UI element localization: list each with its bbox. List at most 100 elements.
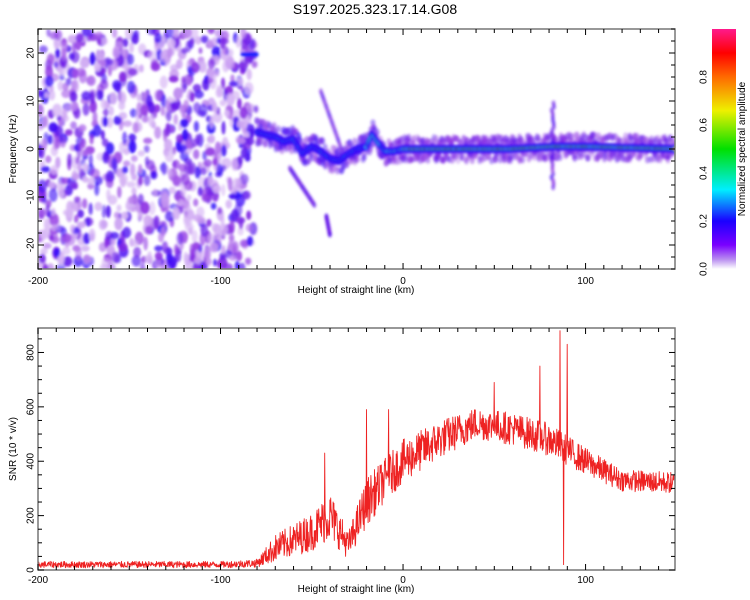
spectrogram-cell: [297, 136, 303, 144]
spectrogram-cell: [190, 29, 199, 39]
spectrogram-cell: [101, 138, 109, 147]
spectrogram-cell: [147, 50, 157, 61]
spectrogram-cell: [172, 159, 180, 170]
spectrogram-cell: [240, 29, 247, 40]
spectrogram-cell: [186, 76, 192, 86]
spectrogram-y-tick-label: 0: [26, 146, 37, 152]
spectrogram-cell: [246, 210, 252, 221]
spectrogram-y-tick-label: 20: [26, 47, 37, 59]
spectrogram-cell: [183, 251, 188, 262]
spectrogram-cell: [42, 242, 52, 249]
spectrogram-cell: [116, 204, 122, 212]
spectrogram-cell: [245, 136, 255, 146]
spectrogram-cell: [52, 103, 62, 117]
spectrogram-cell: [96, 89, 103, 101]
spectrogram-cell: [239, 173, 249, 185]
spectrogram-cell: [128, 195, 139, 206]
snr-y-tick-label: 600: [26, 398, 37, 415]
spectrogram-cell: [211, 45, 221, 58]
spectrogram-x-label: Height of straight line (km): [298, 285, 415, 296]
spectrogram-cell: [374, 128, 380, 136]
spectrogram-cell: [271, 122, 277, 130]
spectrogram-cell: [148, 201, 156, 216]
spectrogram-cell: [50, 224, 59, 232]
spectrogram-cell: [126, 181, 136, 188]
spectrogram-cell: [175, 58, 183, 70]
spectrogram-cell: [71, 42, 76, 53]
spectrogram-cell: [69, 101, 79, 112]
spectrogram-cell: [45, 204, 50, 218]
spectrogram-cell: [82, 198, 88, 209]
spectrogram-cell: [184, 213, 191, 225]
spectrogram-cell: [219, 37, 226, 50]
spectrogram-cell: [153, 215, 160, 229]
spectrogram-cell: [212, 157, 218, 166]
spectrogram-cell: [209, 71, 220, 78]
spectrogram-cell: [89, 53, 96, 66]
spectrogram-cell: [104, 239, 109, 249]
spectrogram-cell: [120, 211, 129, 220]
spectrogram-cell: [231, 90, 240, 100]
spectrogram-cell: [173, 114, 179, 125]
spectrogram-cell: [196, 216, 206, 225]
spectrogram-cell: [180, 144, 188, 151]
spectrogram-cell: [240, 147, 248, 159]
spectrogram-cell: [224, 109, 230, 117]
spectrogram-cell: [137, 150, 145, 157]
spectrogram-cell: [56, 263, 66, 269]
spectrogram-cell: [355, 155, 361, 163]
spectrogram-cell: [178, 198, 184, 207]
spectrogram-cell: [81, 91, 92, 101]
spectrogram-cell: [61, 108, 68, 119]
spectrogram-cell: [208, 134, 216, 144]
spectrogram-cell: [200, 167, 207, 176]
spectrogram-cell: [47, 263, 55, 269]
spectrogram-cell: [160, 226, 166, 237]
spectrogram-cell: [48, 234, 55, 241]
spectrogram-cell: [108, 172, 115, 181]
spectrogram-cell: [105, 205, 111, 218]
spectrogram-cell: [89, 168, 100, 179]
spectrogram-cell: [179, 118, 189, 128]
spectrogram-cell: [143, 214, 152, 227]
spectrogram-cell: [113, 211, 120, 219]
spectrogram-cell: [246, 235, 254, 247]
spectrogram-cell: [118, 91, 127, 105]
spectrogram-cell: [129, 42, 134, 54]
spectrogram-cell: [101, 204, 107, 219]
spectrogram-cell: [254, 52, 259, 57]
spectrogram-cell: [173, 243, 179, 255]
spectrogram-cell: [205, 77, 214, 84]
spectrogram-cell: [72, 68, 79, 79]
spectrogram-cell: [58, 66, 63, 76]
snr-frame: [37, 327, 676, 571]
spectrogram-cell: [212, 111, 223, 124]
spectrogram-cell: [207, 58, 216, 69]
spectrogram-cell: [77, 209, 85, 218]
spectrogram-cell: [109, 91, 118, 105]
spectrogram-cell: [230, 74, 235, 83]
spectrogram-cell: [216, 233, 222, 247]
spectrogram-cell: [176, 232, 184, 245]
spectrogram-cell: [520, 156, 526, 164]
spectrogram-cell: [322, 143, 328, 151]
spectrogram-cell: [225, 142, 231, 149]
spectrogram-cell: [166, 47, 173, 59]
spectrogram-cell: [206, 219, 212, 227]
spectrogram-cell: [217, 206, 223, 215]
spectrogram-cell: [122, 120, 133, 127]
colorbar-tick-label: 0.0: [699, 262, 710, 276]
spectrogram-cell: [212, 101, 218, 113]
snr-panel: -200 -100 0 100 0 200 400 600 800 Height of str…: [8, 327, 676, 595]
spectrogram-cell: [236, 120, 245, 129]
spectrogram-cell: [133, 246, 142, 258]
spectrogram-cell: [551, 100, 556, 107]
spectrogram-cell: [48, 180, 56, 189]
spectrogram-y-tick-label: 10: [26, 95, 37, 107]
spectrogram-cell: [275, 125, 281, 133]
spectrogram-cell: [41, 138, 48, 151]
spectrogram-cell: [129, 163, 136, 177]
spectrogram-cell: [136, 93, 142, 102]
